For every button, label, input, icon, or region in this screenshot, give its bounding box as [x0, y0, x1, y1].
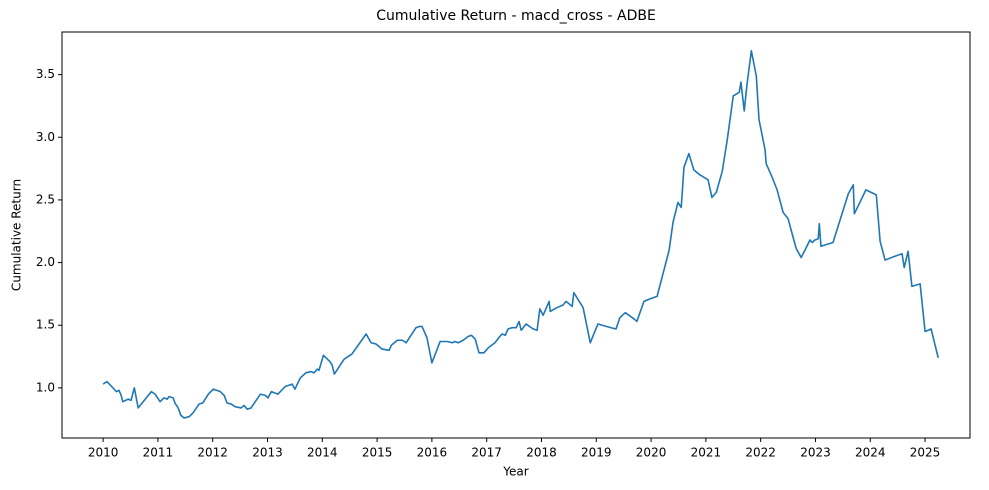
x-tick-label: 2024: [855, 446, 886, 460]
y-tick-label: 3.5: [36, 67, 55, 81]
x-tick-label: 2021: [691, 446, 722, 460]
plot-frame: [61, 31, 971, 439]
y-tick-label: 2.5: [36, 192, 55, 206]
x-tick-label: 2014: [307, 446, 338, 460]
x-tick-label: 2018: [526, 446, 557, 460]
y-tick-label: 1.0: [36, 380, 55, 394]
y-tick-label: 1.5: [36, 318, 55, 332]
x-tick-label: 2012: [197, 446, 228, 460]
x-tick-label: 2013: [252, 446, 283, 460]
x-tick-label: 2015: [362, 446, 393, 460]
y-axis-label: Cumulative Return: [10, 179, 24, 291]
x-tick-label: 2016: [417, 446, 448, 460]
x-tick-label: 2022: [745, 446, 776, 460]
x-tick-label: 2019: [581, 446, 612, 460]
x-tick-label: 2011: [143, 446, 174, 460]
x-tick-label: 2023: [800, 446, 831, 460]
x-axis-label: Year: [502, 465, 528, 479]
y-tick-label: 2.0: [36, 255, 55, 269]
data-line: [102, 50, 939, 419]
x-tick-label: 2017: [471, 446, 502, 460]
x-tick-label: 2025: [910, 446, 941, 460]
x-tick-label: 2020: [636, 446, 667, 460]
y-tick-label: 3.0: [36, 130, 55, 144]
x-tick-label: 2010: [88, 446, 119, 460]
chart-title: Cumulative Return - macd_cross - ADBE: [376, 8, 656, 24]
